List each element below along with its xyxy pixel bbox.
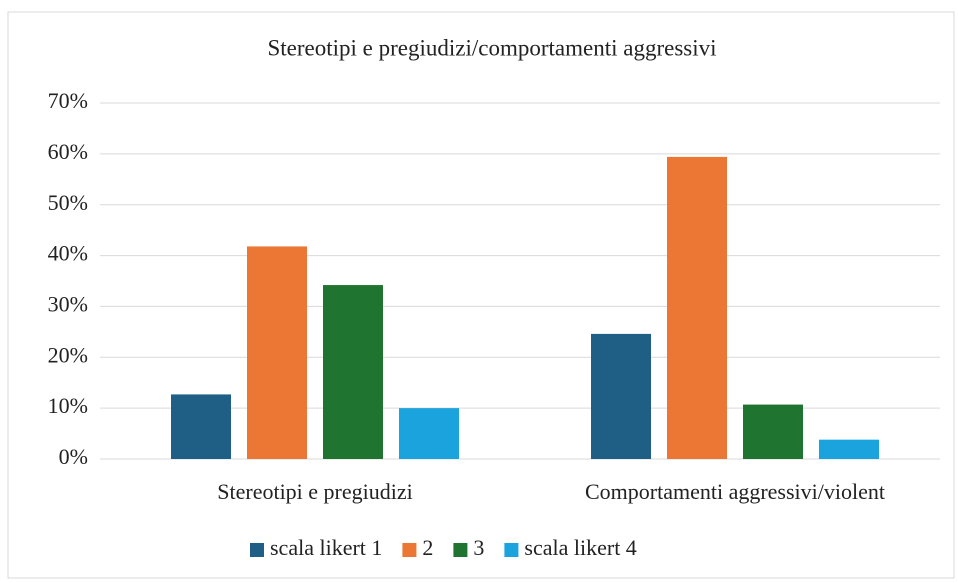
bar xyxy=(399,408,459,459)
y-tick-label: 10% xyxy=(48,393,88,418)
chart-frame xyxy=(7,11,955,579)
bar xyxy=(171,394,231,459)
y-tick-label: 50% xyxy=(48,190,88,215)
bar xyxy=(667,156,727,459)
legend-swatch xyxy=(504,543,519,557)
bar xyxy=(323,285,383,459)
y-tick-label: 60% xyxy=(48,139,88,164)
legend-label: scala likert 4 xyxy=(524,535,636,560)
y-tick-label: 20% xyxy=(48,342,88,367)
legend-label: 2 xyxy=(422,535,433,560)
legend-swatch xyxy=(250,543,264,557)
bar xyxy=(819,439,879,459)
y-tick-label: 30% xyxy=(48,291,88,316)
legend-swatch xyxy=(453,543,468,557)
y-tick-label: 40% xyxy=(48,241,88,266)
y-tick-label: 70% xyxy=(48,88,88,113)
x-tick-label: Comportamenti aggressivi/violent xyxy=(585,479,885,504)
bar xyxy=(247,246,307,459)
legend-swatch xyxy=(402,543,417,557)
bar xyxy=(743,404,803,459)
y-tick-label: 0% xyxy=(59,444,88,469)
bar xyxy=(591,333,651,459)
chart-title: Stereotipi e pregiudizi/comportamenti ag… xyxy=(267,35,716,60)
x-tick-label: Stereotipi e pregiudizi xyxy=(217,479,413,504)
legend-label: 3 xyxy=(473,535,484,560)
legend-label: scala likert 1 xyxy=(270,535,382,560)
